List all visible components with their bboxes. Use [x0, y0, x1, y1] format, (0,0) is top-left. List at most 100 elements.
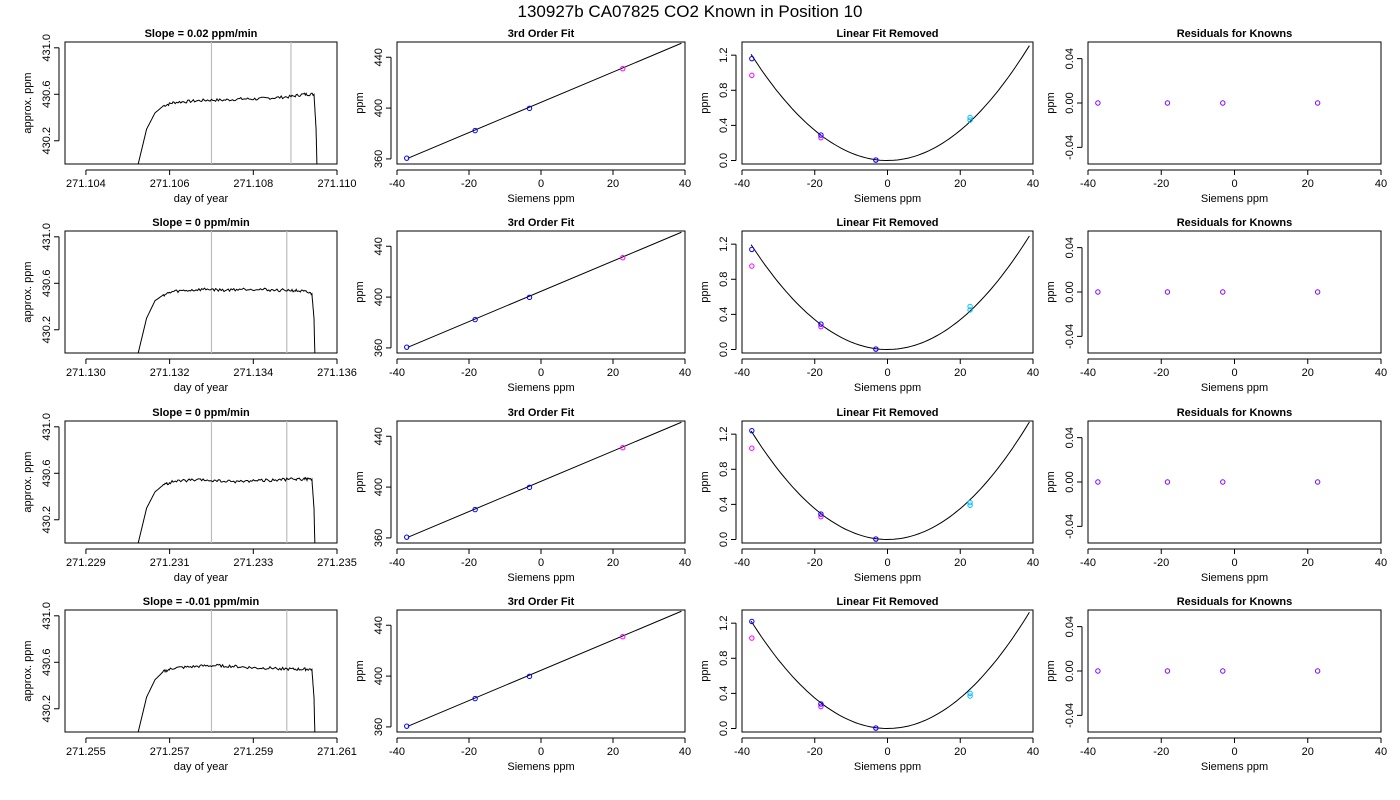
panel-r4-c2: 3rd Order Fit -40 -20 0 20 40 Siemens ppm 360 40…: [354, 596, 691, 773]
y-axis-label: ppm: [699, 92, 711, 113]
y-tick-label: 0.0: [718, 342, 730, 357]
x-tick-label: 40: [1375, 557, 1387, 569]
x-tick-label: 0: [884, 557, 890, 569]
blue-point: [472, 506, 478, 513]
y-tick-label: 430.6: [41, 81, 53, 109]
y-tick-label: -0.04: [1064, 135, 1076, 160]
x-tick-label: -20: [807, 557, 823, 569]
x-tick-label: 0: [1231, 557, 1237, 569]
y-tick-label: 0.04: [1064, 237, 1076, 258]
x-tick-label: -20: [461, 178, 477, 190]
y-tick-label: -0.04: [1064, 703, 1076, 728]
plot-area: [1095, 668, 1321, 674]
panel-r3-c2: 3rd Order Fit -40 -20 0 20 40 Siemens ppm 360 40…: [354, 407, 691, 584]
x-tick-label: 0: [538, 557, 544, 569]
x-tick-label: 20: [607, 557, 619, 569]
y-axis-label: ppm: [1045, 281, 1057, 302]
x-axis-label: Siemens ppm: [507, 382, 574, 394]
panel-title: Linear Fit Removed: [836, 217, 938, 229]
purple-point: [1220, 100, 1226, 106]
panel-r2-c2: 3rd Order Fit -40 -20 0 20 40 Siemens ppm 360 40…: [354, 217, 691, 394]
plot-area: [1095, 479, 1321, 485]
x-tick-label: 40: [1027, 178, 1039, 190]
x-tick-label: 40: [679, 178, 691, 190]
y-tick-label: 431.0: [41, 223, 53, 251]
y-axis-label: approx. ppm: [22, 72, 34, 133]
magenta-point: [749, 445, 755, 451]
purple-point: [1095, 100, 1101, 106]
panel-title: Slope = -0.01 ppm/min: [143, 596, 260, 608]
y-tick-label: 430.2: [41, 506, 53, 534]
co2-trace-line: [137, 476, 316, 543]
x-tick-label: -40: [734, 367, 750, 379]
y-tick-label: 360: [373, 339, 385, 357]
x-tick-label: -40: [1080, 178, 1096, 190]
y-axis-label: approx. ppm: [22, 261, 34, 322]
x-tick-label: -40: [1080, 557, 1096, 569]
plot-frame: [741, 420, 1034, 544]
x-tick-label: 0: [884, 367, 890, 379]
y-tick-label: 0.8: [718, 272, 730, 287]
x-axis-label: Siemens ppm: [854, 572, 921, 584]
y-tick-label: 0.04: [1064, 616, 1076, 637]
blue-point: [404, 534, 410, 540]
cyan-point: [967, 303, 973, 310]
x-axis-label: day of year: [174, 572, 229, 584]
panel-title: Slope = 0 ppm/min: [152, 407, 250, 419]
x-tick-label: 271.259: [233, 746, 273, 758]
y-tick-label: 0.8: [718, 462, 730, 477]
figure-title: 130927b CA07825 CO2 Known in Position 10: [518, 2, 863, 21]
x-tick-label: 0: [1231, 367, 1237, 379]
plot-frame: [741, 41, 1034, 165]
x-tick-label: -20: [461, 557, 477, 569]
x-tick-label: 40: [679, 557, 691, 569]
y-tick-label: 0.4: [718, 497, 730, 512]
blue-point: [472, 127, 478, 134]
y-tick-label: 440: [373, 48, 385, 66]
purple-point: [1095, 479, 1101, 485]
plot-area: [1095, 100, 1321, 106]
blue-point: [749, 246, 755, 253]
purple-point: [1220, 479, 1226, 485]
plot-area: [749, 612, 1030, 731]
x-tick-label: 20: [607, 367, 619, 379]
x-axis-label: Siemens ppm: [507, 193, 574, 205]
panel-title: Residuals for Knowns: [1177, 407, 1293, 419]
y-axis-label: ppm: [699, 281, 711, 302]
panel-r1-c1: Slope = 0.02 ppm/min 271.104 271.106 271.10…: [22, 28, 356, 205]
x-axis-label: Siemens ppm: [854, 761, 921, 773]
x-tick-label: -40: [734, 746, 750, 758]
plot-area: [137, 421, 316, 543]
x-tick-label: 271.104: [66, 178, 106, 190]
blue-point: [749, 427, 755, 434]
x-axis-label: Siemens ppm: [854, 193, 921, 205]
x-tick-label: -20: [807, 746, 823, 758]
x-tick-label: -20: [1153, 557, 1169, 569]
plot-frame: [1087, 420, 1382, 544]
panel-title: Slope = 0.02 ppm/min: [145, 28, 258, 40]
blue-point: [749, 55, 755, 62]
cyan-point: [967, 307, 973, 313]
x-tick-label: 20: [1302, 178, 1314, 190]
plot-area: [749, 235, 1030, 352]
co2-trace-line: [137, 287, 316, 353]
magenta-point: [818, 134, 824, 141]
x-tick-label: 0: [884, 178, 890, 190]
y-tick-label: 400: [373, 478, 385, 496]
x-tick-label: -40: [734, 557, 750, 569]
y-axis-label: ppm: [1045, 92, 1057, 113]
magenta-point: [818, 323, 824, 330]
x-tick-label: 271.106: [150, 178, 190, 190]
blue-point: [818, 321, 824, 327]
y-tick-label: 0.0: [718, 153, 730, 168]
y-tick-label: 0.00: [1064, 281, 1076, 302]
purple-point: [1220, 668, 1226, 674]
plot-area: [137, 231, 316, 353]
panel-title: Residuals for Knowns: [1177, 28, 1293, 40]
y-tick-label: 430.2: [41, 316, 53, 344]
x-tick-label: 20: [1302, 557, 1314, 569]
cyan-point: [967, 693, 973, 699]
y-tick-label: 0.4: [718, 118, 730, 133]
x-tick-label: 20: [607, 746, 619, 758]
